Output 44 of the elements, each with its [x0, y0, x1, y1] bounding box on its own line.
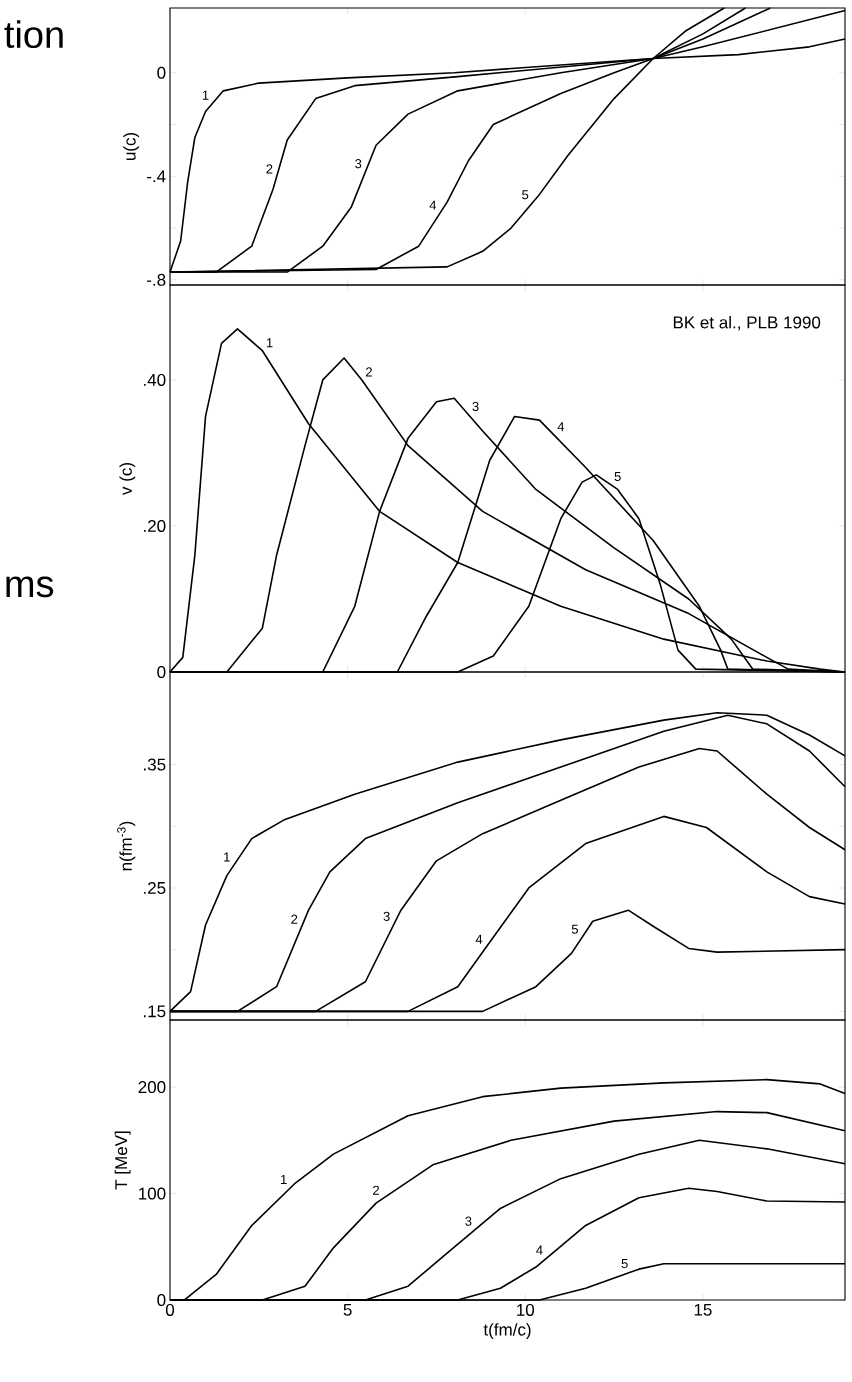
series-label: 5 — [522, 190, 529, 200]
y-tick-label: -.4 — [147, 170, 166, 183]
series-label: 1 — [281, 1174, 287, 1184]
series-label: 4 — [557, 422, 565, 432]
y-axis-title: v (c) — [119, 463, 136, 495]
y-tick-label: .25 — [144, 881, 166, 894]
annotation: BK et al., PLB 1990 — [673, 315, 821, 331]
series-label: 2 — [366, 367, 372, 377]
text: ms — [6, 576, 54, 598]
text: tion — [4, 20, 63, 49]
y-tick-label: 100 — [139, 1187, 166, 1200]
series-label: 2 — [373, 1185, 379, 1195]
y-tick-label: -.8 — [147, 273, 166, 286]
series-label: 3 — [383, 911, 390, 921]
series-label: 3 — [465, 1216, 472, 1226]
y-tick-label: 0 — [157, 1294, 166, 1307]
y-tick-label: .15 — [144, 1005, 166, 1018]
series-label: 1 — [224, 852, 230, 862]
series-label: 5 — [621, 1259, 628, 1269]
x-tick-label: 10 — [517, 1303, 535, 1316]
x-tick-label: 5 — [343, 1303, 352, 1316]
series-label: 3 — [472, 401, 479, 412]
y-axis-title: u(c) — [123, 132, 140, 161]
series-label: 4 — [429, 200, 437, 210]
series-label: 2 — [291, 914, 298, 924]
series-label: 1 — [266, 338, 273, 348]
series-label: 3 — [355, 159, 362, 169]
series-label: 5 — [614, 471, 621, 482]
series-label: 1 — [202, 90, 209, 100]
x-axis-title: t(fm/c) — [483, 1323, 531, 1339]
x-tick-label: 15 — [694, 1303, 712, 1316]
y-tick-label: .35 — [144, 758, 166, 771]
series-label: 4 — [536, 1245, 543, 1255]
series-label: 2 — [266, 164, 273, 174]
series-label: 4 — [475, 934, 483, 944]
series-label: 5 — [571, 924, 579, 934]
x-tick-label: 0 — [165, 1303, 175, 1316]
y-axis-title: n(fm$^{-3}$) — [117, 821, 136, 871]
y-tick-label: .20 — [144, 519, 166, 532]
y-axis-title: T [MeV] — [114, 1131, 131, 1190]
y-tick-label: 200 — [138, 1081, 166, 1094]
y-tick-label: .40 — [144, 373, 166, 386]
y-tick-label: 0 — [157, 665, 166, 679]
y-tick-label: 0 — [157, 66, 166, 79]
